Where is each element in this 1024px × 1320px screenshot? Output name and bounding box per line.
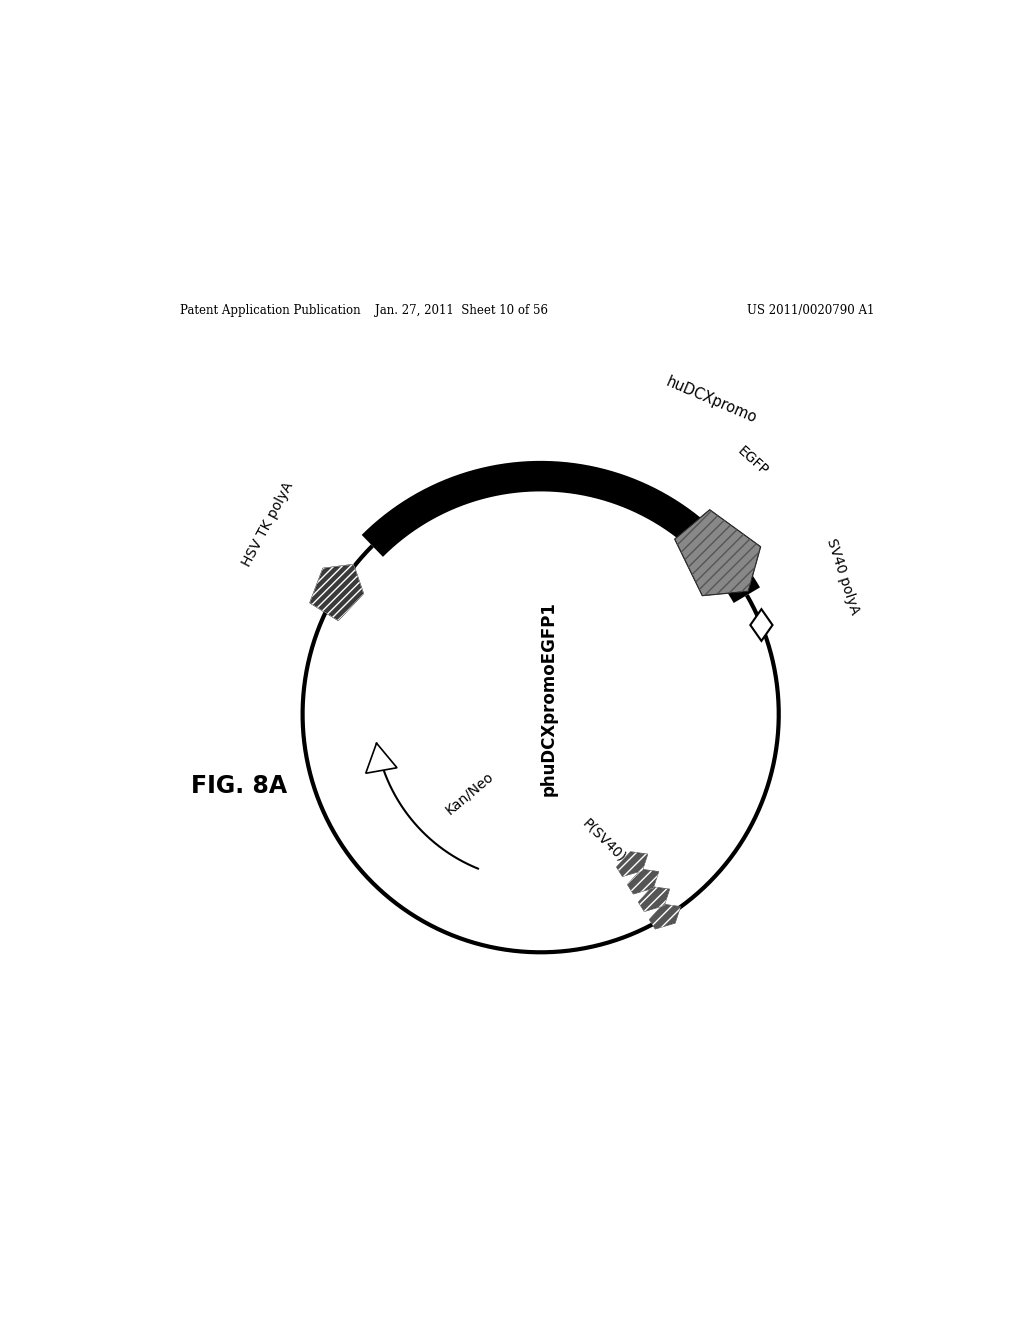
Text: Patent Application Publication: Patent Application Publication bbox=[179, 304, 360, 317]
Polygon shape bbox=[310, 565, 364, 620]
Text: huDCXpromo: huDCXpromo bbox=[664, 374, 759, 425]
Polygon shape bbox=[638, 887, 670, 912]
Polygon shape bbox=[628, 870, 658, 894]
Text: US 2011/0020790 A1: US 2011/0020790 A1 bbox=[748, 304, 874, 317]
Text: Jan. 27, 2011  Sheet 10 of 56: Jan. 27, 2011 Sheet 10 of 56 bbox=[375, 304, 548, 317]
Polygon shape bbox=[675, 510, 761, 595]
Text: EGFP: EGFP bbox=[735, 444, 771, 478]
Text: Kan/Neo: Kan/Neo bbox=[442, 770, 496, 817]
Polygon shape bbox=[701, 541, 742, 587]
Polygon shape bbox=[751, 609, 772, 642]
Polygon shape bbox=[616, 851, 648, 876]
Text: HSV TK polyA: HSV TK polyA bbox=[240, 479, 296, 569]
Text: P(SV40): P(SV40) bbox=[580, 816, 629, 865]
Text: SV40 polyA: SV40 polyA bbox=[823, 536, 861, 616]
Polygon shape bbox=[366, 743, 397, 774]
Text: phuDCXpromoEGFP1: phuDCXpromoEGFP1 bbox=[540, 601, 558, 796]
Text: FIG. 8A: FIG. 8A bbox=[191, 774, 288, 797]
Polygon shape bbox=[649, 904, 681, 929]
